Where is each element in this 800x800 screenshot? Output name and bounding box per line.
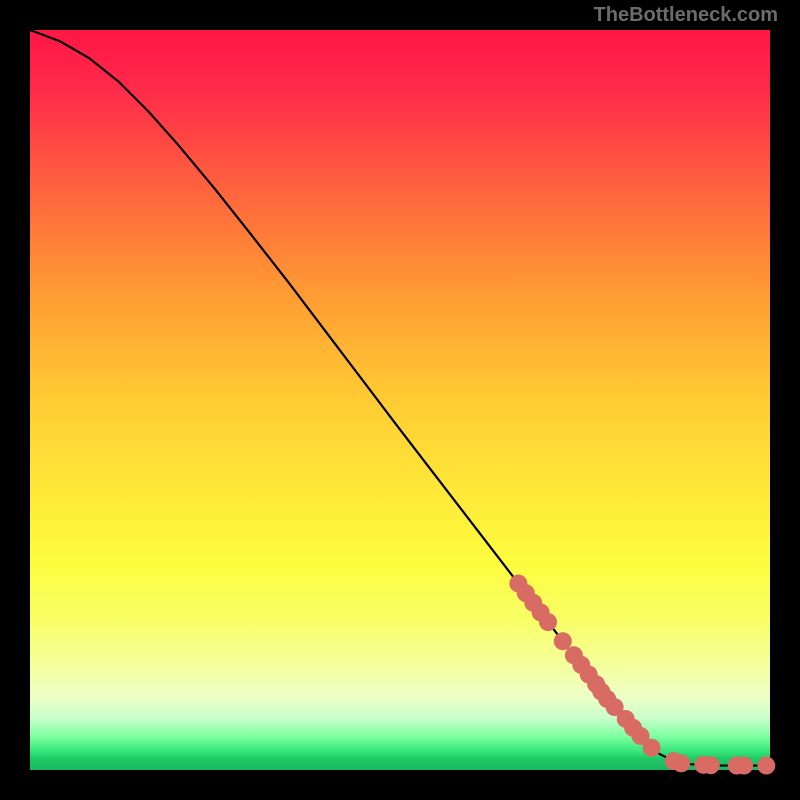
curve-line [30, 30, 770, 766]
plot-area [30, 30, 770, 770]
markers-group [509, 575, 775, 775]
data-marker [554, 632, 572, 650]
attribution-text: TheBottleneck.com [594, 4, 778, 27]
data-marker [757, 757, 775, 775]
data-marker [672, 754, 690, 772]
data-marker [539, 613, 557, 631]
data-marker [702, 756, 720, 774]
data-marker [643, 739, 661, 757]
data-marker [735, 757, 753, 775]
chart-svg [30, 30, 770, 770]
